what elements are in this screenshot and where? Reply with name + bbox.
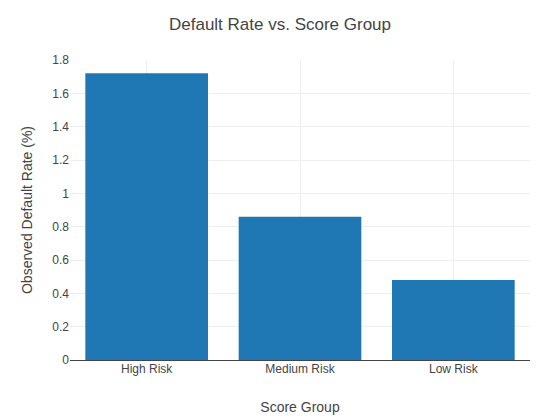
svg-text:1.4: 1.4 <box>52 120 69 134</box>
svg-text:1: 1 <box>62 187 69 201</box>
svg-text:Observed Default Rate (%): Observed Default Rate (%) <box>19 126 35 294</box>
svg-text:1.2: 1.2 <box>52 153 69 167</box>
svg-text:Score Group: Score Group <box>260 399 340 415</box>
svg-text:0.8: 0.8 <box>52 220 69 234</box>
svg-text:0.2: 0.2 <box>52 320 69 334</box>
svg-text:0.4: 0.4 <box>52 287 69 301</box>
svg-text:1.6: 1.6 <box>52 87 69 101</box>
svg-text:0.6: 0.6 <box>52 253 69 267</box>
svg-text:Medium Risk: Medium Risk <box>265 362 335 376</box>
svg-text:High Risk: High Risk <box>121 362 173 376</box>
svg-text:Default Rate vs. Score Group: Default Rate vs. Score Group <box>169 15 391 34</box>
svg-text:0: 0 <box>62 353 69 367</box>
svg-text:Low Risk: Low Risk <box>429 362 479 376</box>
svg-text:1.8: 1.8 <box>52 53 69 67</box>
